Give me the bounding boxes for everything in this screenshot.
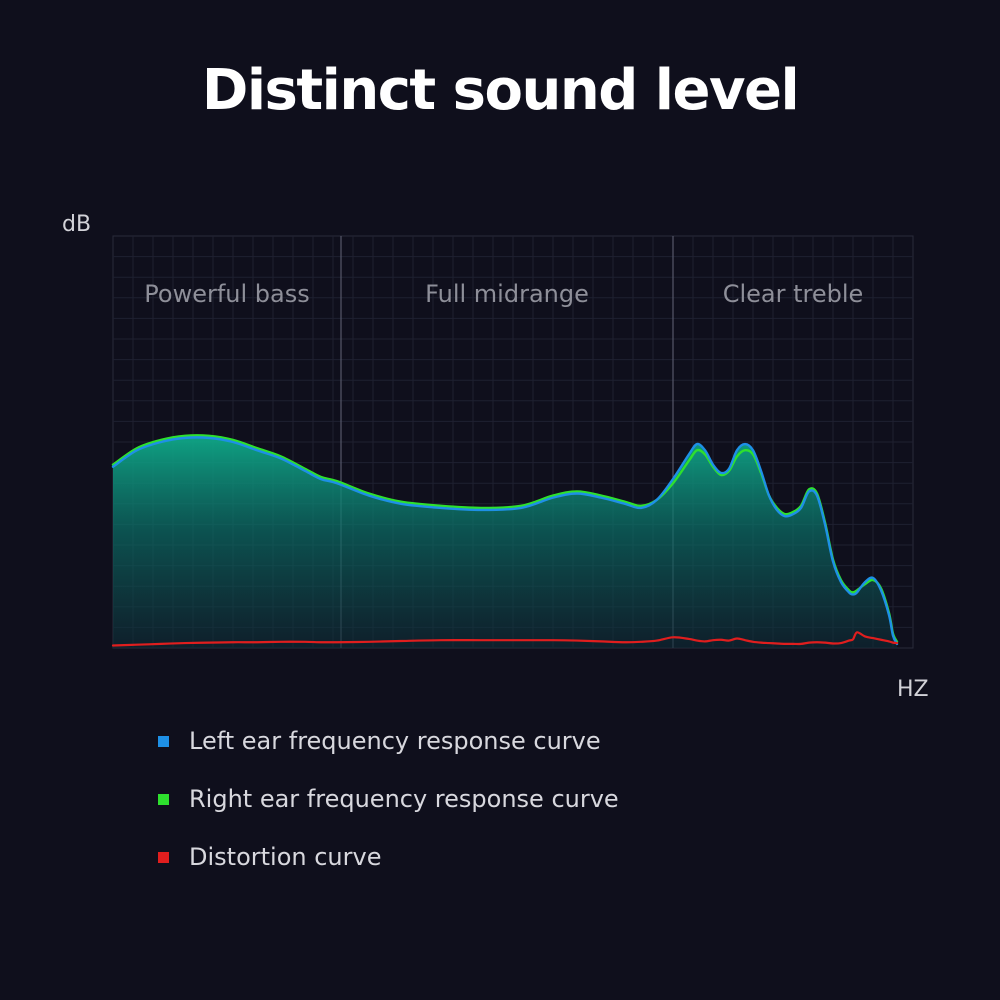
- x-axis-label: HZ: [897, 677, 929, 702]
- legend-item-right-ear: Right ear frequency response curve: [158, 782, 619, 816]
- response-area-fill: [113, 437, 897, 648]
- chart-series: [111, 434, 899, 648]
- legend-item-distortion: Distortion curve: [158, 840, 619, 874]
- region-label: Full midrange: [425, 280, 589, 308]
- chart-title: Distinct sound level: [201, 58, 800, 123]
- legend-swatch-right-ear: [158, 793, 169, 805]
- legend-label-right-ear: Right ear frequency response curve: [189, 785, 619, 813]
- left-ear-curve: [111, 436, 899, 646]
- region-label: Powerful bass: [144, 280, 309, 308]
- legend-swatch-left-ear: [158, 735, 169, 747]
- legend-label-distortion: Distortion curve: [189, 843, 382, 871]
- right-ear-curve: [111, 434, 899, 644]
- legend-swatch-distortion: [158, 851, 169, 863]
- region-label: Clear treble: [723, 280, 864, 308]
- chart-legend: Left ear frequency response curve Right …: [158, 724, 619, 898]
- legend-label-left-ear: Left ear frequency response curve: [189, 727, 601, 755]
- distortion-curve: [111, 631, 899, 647]
- y-axis-label: dB: [62, 212, 92, 237]
- frequency-regions: Powerful bass Full midrange Clear treble: [144, 236, 863, 648]
- legend-item-left-ear: Left ear frequency response curve: [158, 724, 619, 758]
